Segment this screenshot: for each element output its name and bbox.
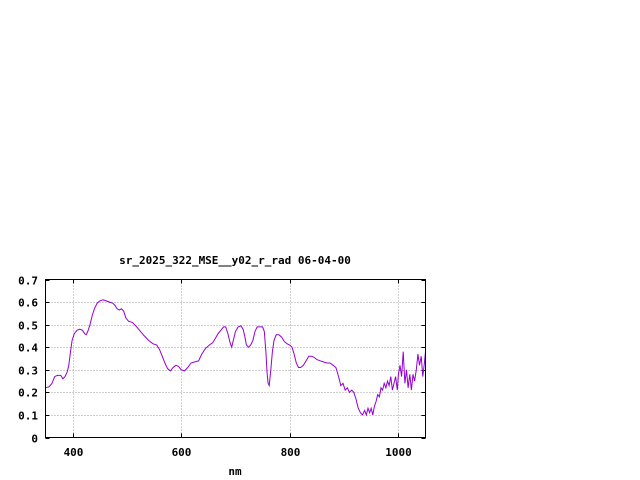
plot-frame: [45, 279, 426, 438]
series-layer: [45, 299, 426, 417]
y-tick-label: 0.3: [18, 365, 38, 378]
chart-title: sr_2025_322_MSE__y02_r_rad 06-04-00: [119, 254, 351, 267]
y-tick-label: 0.5: [18, 320, 38, 333]
x-tick-label: 800: [281, 446, 301, 459]
axis-ticks: [45, 279, 426, 439]
y-tick-label: 0.2: [18, 387, 38, 400]
y-tick-label: 0.6: [18, 297, 38, 310]
x-axis-label: nm: [228, 465, 242, 478]
series-line: [45, 299, 426, 417]
tick-labels: 0 0.1 0.2 0.3 0.4 0.5 0.6 0.7 400 600 800 1000: [18, 275, 412, 460]
y-tick-label: 0.7: [18, 275, 38, 288]
y-tick-label: 0: [31, 433, 38, 446]
y-tick-label: 0.4: [18, 342, 38, 355]
x-tick-label: 1000: [385, 446, 412, 459]
grid-lines: [45, 279, 426, 438]
x-tick-label: 400: [64, 446, 84, 459]
y-tick-label: 0.1: [18, 410, 38, 423]
x-tick-label: 600: [172, 446, 192, 459]
